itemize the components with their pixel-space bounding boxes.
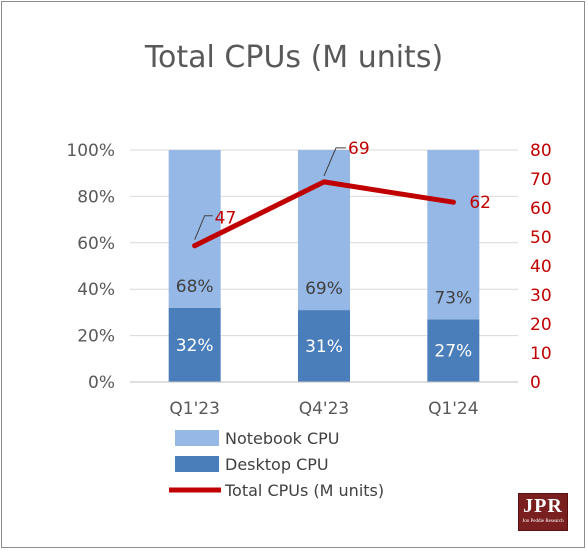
bar-desktop-cpu	[298, 310, 350, 382]
legend-label: Desktop CPU	[225, 455, 329, 474]
data-label-notebook: 68%	[176, 277, 214, 297]
chart-title: Total CPUs (M units)	[144, 40, 444, 75]
y-right-tick-label: 60	[530, 199, 552, 219]
data-label-desktop: 27%	[434, 342, 472, 362]
y-right-tick-label: 30	[530, 286, 552, 306]
y-left-tick-label: 100%	[66, 141, 115, 161]
line-point	[450, 199, 456, 205]
data-label-total: 47	[215, 209, 237, 229]
x-tick-label: Q4'23	[299, 399, 350, 419]
x-tick-label: Q1'24	[428, 399, 479, 419]
bar-desktop-cpu	[168, 307, 221, 382]
x-tick-label: Q1'23	[169, 399, 220, 419]
logo-subtext: Jon Peddie Research	[522, 519, 564, 524]
y-left-tick-label: 20%	[77, 327, 115, 347]
leader-line	[194, 215, 213, 240]
y-left-tick-label: 60%	[77, 234, 115, 254]
data-label-desktop: 31%	[305, 337, 343, 357]
data-label-total: 62	[469, 193, 491, 213]
y-right-tick-label: 10	[530, 344, 552, 364]
bar-notebook-cpu	[427, 150, 480, 320]
y-left-tick-label: 80%	[77, 187, 115, 207]
line-point	[321, 179, 327, 185]
bar-notebook-cpu	[168, 150, 221, 308]
jpr-logo: JPR Jon Peddie Research	[518, 493, 568, 531]
data-label-notebook: 69%	[305, 279, 343, 299]
data-label-desktop: 32%	[176, 336, 214, 356]
y-right-tick-label: 20	[530, 315, 552, 335]
bar-notebook-cpu	[298, 150, 350, 311]
y-left-tick-label: 0%	[88, 373, 115, 393]
data-label-notebook: 73%	[434, 288, 472, 308]
logo-text: JPR	[523, 495, 563, 517]
line-point	[192, 243, 198, 249]
legend-label: Notebook CPU	[225, 429, 340, 448]
legend-swatch-desktop	[175, 456, 219, 472]
legend-label: Total CPUs (M units)	[224, 481, 384, 500]
y-right-tick-label: 80	[530, 141, 552, 161]
leader-line	[323, 147, 346, 177]
y-left-tick-label: 40%	[77, 280, 115, 300]
y-right-tick-label: 0	[530, 373, 541, 393]
y-right-tick-label: 40	[530, 257, 552, 277]
y-right-tick-label: 50	[530, 228, 552, 248]
legend-swatch-notebook	[175, 430, 219, 446]
bar-desktop-cpu	[427, 319, 480, 382]
data-label-total: 69	[348, 139, 370, 159]
y-right-tick-label: 70	[530, 170, 552, 190]
